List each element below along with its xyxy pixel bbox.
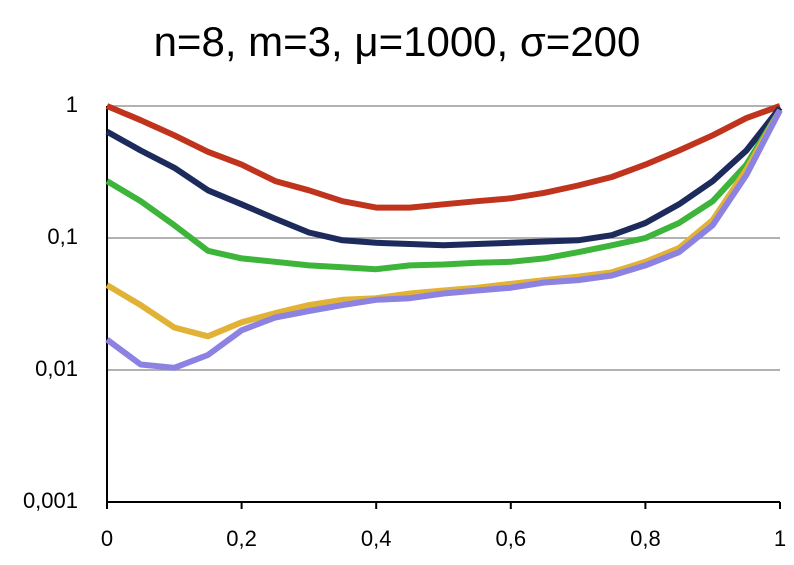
x-tick-label: 0,8 <box>630 526 661 551</box>
x-tick-label: 0 <box>101 526 113 551</box>
x-tick-label: 0,2 <box>226 526 257 551</box>
x-tick-label: 0,6 <box>496 526 527 551</box>
series-line <box>105 108 783 273</box>
series-line <box>105 103 782 211</box>
series-line <box>105 105 783 249</box>
x-tick-label: 0,4 <box>361 526 392 551</box>
y-tick-label: 1 <box>66 92 78 117</box>
y-tick-label: 0,001 <box>23 488 78 513</box>
chart-title: n=8, m=3, μ=1000, σ=200 <box>154 18 641 65</box>
x-tick-label: 1 <box>774 526 786 551</box>
y-tick-label: 0,1 <box>47 224 78 249</box>
series-line <box>105 108 783 371</box>
y-tick-label: 0,01 <box>35 356 78 381</box>
